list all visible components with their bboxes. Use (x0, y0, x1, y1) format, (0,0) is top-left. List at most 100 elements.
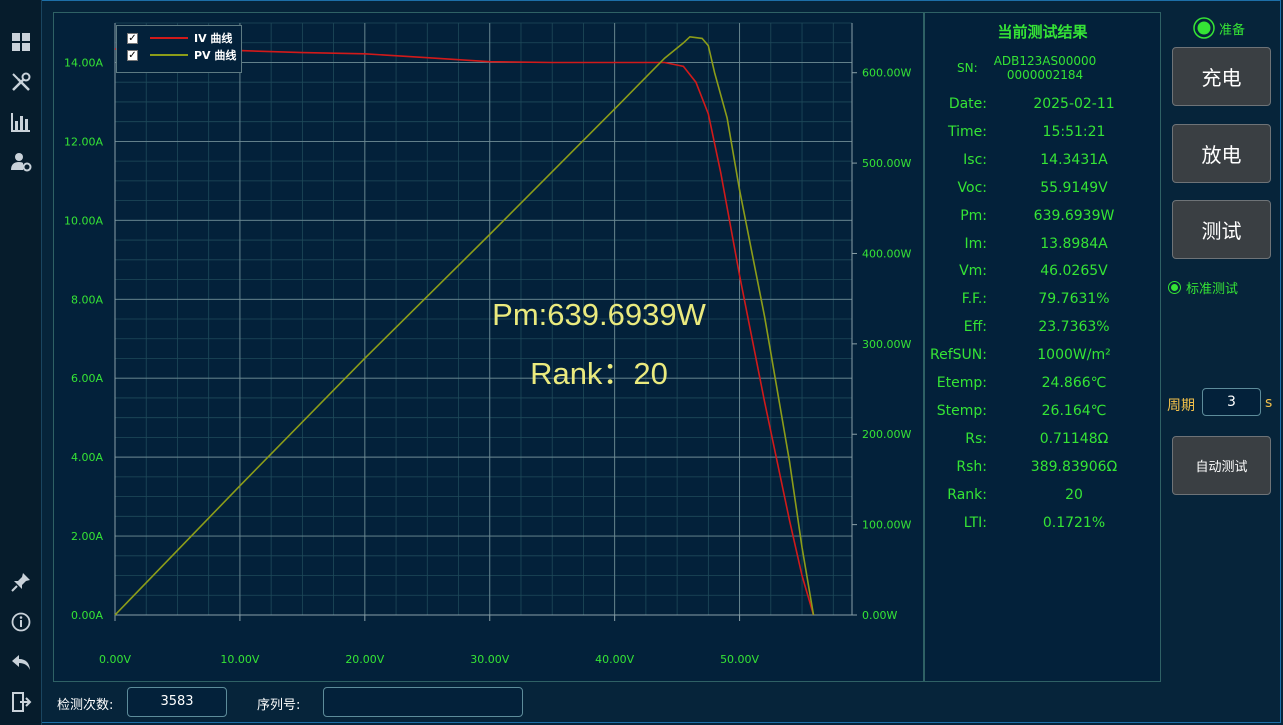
result-value: 2025-02-11 (1033, 96, 1115, 112)
y-left-tick-label: 6.00A (71, 372, 103, 385)
iv-legend-label: IV 曲线 (194, 32, 233, 45)
y-left-tick-label: 12.00A (64, 135, 103, 148)
result-row: Etemp: 24.866℃ (925, 375, 1162, 395)
result-value: 0.71148Ω (1039, 430, 1109, 447)
result-label: Rank: (947, 486, 987, 503)
result-label: Date: (948, 96, 987, 112)
result-row: Voc: 55.9149V (925, 180, 1162, 200)
result-row: F.F.: 79.7631% (925, 291, 1162, 311)
result-row: Im: 13.8984A (925, 236, 1162, 256)
result-value: 0.1721% (1042, 514, 1106, 531)
result-value: 15:51:21 (1042, 123, 1106, 140)
status-indicator: 准备 (1193, 17, 1245, 39)
pin-icon[interactable] (9, 570, 33, 594)
tools-icon[interactable] (9, 70, 33, 94)
test-count-field[interactable]: 3583 (127, 687, 227, 717)
y-left-tick-label: 8.00A (71, 293, 103, 306)
result-label: Rs: (965, 430, 987, 447)
result-row: Date: 2025-02-11 (925, 96, 1162, 116)
result-label: LTI: (963, 514, 987, 531)
pv-legend-swatch (150, 54, 188, 56)
y-right-tick-label: 400.00W (862, 247, 911, 260)
sn-line-1: ADB123AS00000 (993, 54, 1097, 68)
x-tick-label: 40.00V (595, 653, 634, 666)
pv-curve-line (114, 35, 815, 616)
pm-overlay-text: Pm:639.6939W (492, 297, 706, 332)
iv-pv-chart: 0.00V 10.00V 20.00V 30.00V 40.00V 50.00V 0.00A… (64, 22, 911, 666)
result-row: Pm: 639.6939W (925, 208, 1162, 228)
result-value: 1000W/m² (1037, 347, 1111, 364)
serial-input[interactable] (323, 687, 523, 717)
result-label: Etemp: (936, 375, 987, 391)
sidebar (0, 0, 42, 725)
result-label: Stemp: (936, 402, 987, 419)
result-label: Im: (964, 235, 987, 252)
result-label: Vm: (959, 263, 987, 280)
result-label: Time: (948, 123, 987, 140)
result-row: Stemp: 26.164℃ (925, 403, 1162, 423)
sn-value: ADB123AS00000 0000002184 (985, 54, 1105, 82)
result-row: LTI: 0.1721% (925, 515, 1162, 535)
legend-pv: ✓ PV 曲线 (127, 48, 236, 62)
result-label: Eff: (963, 319, 987, 336)
y-right-tick-label: 0.00W (862, 609, 897, 622)
user-settings-icon[interactable] (9, 150, 33, 174)
standard-test-radio[interactable]: 标准测试 (1168, 278, 1238, 297)
result-label: Pm: (960, 207, 987, 224)
sn-label: SN: (957, 61, 978, 75)
result-row: Rank: 20 (925, 487, 1162, 507)
charge-button[interactable]: 充电 (1172, 47, 1271, 106)
pv-curve-checkbox[interactable]: ✓ (127, 49, 138, 61)
bar-chart-icon[interactable] (9, 110, 33, 134)
legend-iv: ✓ IV 曲线 (127, 31, 232, 45)
test-count-label: 检测次数: (57, 698, 114, 713)
exit-icon[interactable] (9, 690, 33, 714)
iv-curve-checkbox[interactable]: ✓ (127, 32, 138, 44)
result-value: 389.83906Ω (1030, 458, 1118, 475)
dashboard-icon[interactable] (9, 30, 33, 54)
y-left-tick-label: 2.00A (71, 530, 103, 543)
y-right-tick-label: 300.00W (862, 338, 911, 351)
result-label: Voc: (957, 179, 987, 196)
back-icon[interactable] (9, 650, 33, 674)
result-value: 14.3431A (1040, 151, 1108, 168)
x-tick-label: 30.00V (470, 653, 509, 666)
result-value: 24.866℃ (1041, 375, 1107, 391)
radio-icon (1168, 281, 1181, 294)
cycle-input[interactable]: 3 (1202, 388, 1261, 416)
y-right-tick-label: 100.00W (862, 519, 911, 532)
y-left-tick-label: 14.00A (64, 56, 103, 69)
result-label: RefSUN: (930, 347, 987, 364)
x-tick-label: 50.00V (720, 653, 759, 666)
discharge-button[interactable]: 放电 (1172, 124, 1271, 183)
result-row: RefSUN: 1000W/m² (925, 347, 1162, 367)
pv-legend-label: PV 曲线 (194, 49, 237, 62)
result-title: 当前测试结果 (997, 23, 1088, 41)
y-left-tick-label: 4.00A (71, 451, 103, 464)
status-text: 准备 (1219, 22, 1246, 38)
result-label: F.F.: (961, 291, 987, 308)
iv-curve-line (114, 48, 815, 616)
test-button[interactable]: 测试 (1172, 200, 1271, 259)
result-label: Rsh: (956, 458, 987, 475)
y-right-tick-label: 200.00W (862, 428, 911, 441)
sn-line-2: 0000002184 (1006, 68, 1084, 82)
result-value: 639.6939W (1033, 207, 1115, 224)
cycle-label: 周期 (1167, 398, 1195, 414)
y-right-tick-label: 500.00W (862, 157, 911, 170)
iv-legend-swatch (150, 37, 188, 39)
auto-test-button[interactable]: 自动测试 (1172, 436, 1271, 495)
y-right-tick-label: 600.00W (862, 67, 911, 80)
result-value: 46.0265V (1040, 263, 1108, 280)
y-left-tick-label: 0.00A (71, 609, 103, 622)
result-value: 26.164℃ (1041, 402, 1107, 419)
result-row: Isc: 14.3431A (925, 152, 1162, 172)
cycle-unit: s (1265, 395, 1273, 411)
result-row: Rs: 0.71148Ω (925, 431, 1162, 451)
status-ready-icon (1193, 17, 1215, 39)
info-icon[interactable] (9, 610, 33, 634)
result-row: Rsh: 389.83906Ω (925, 459, 1162, 479)
standard-test-label: 标准测试 (1186, 282, 1239, 297)
result-row: Vm: 46.0265V (925, 263, 1162, 283)
result-value: 13.8984A (1040, 235, 1108, 252)
